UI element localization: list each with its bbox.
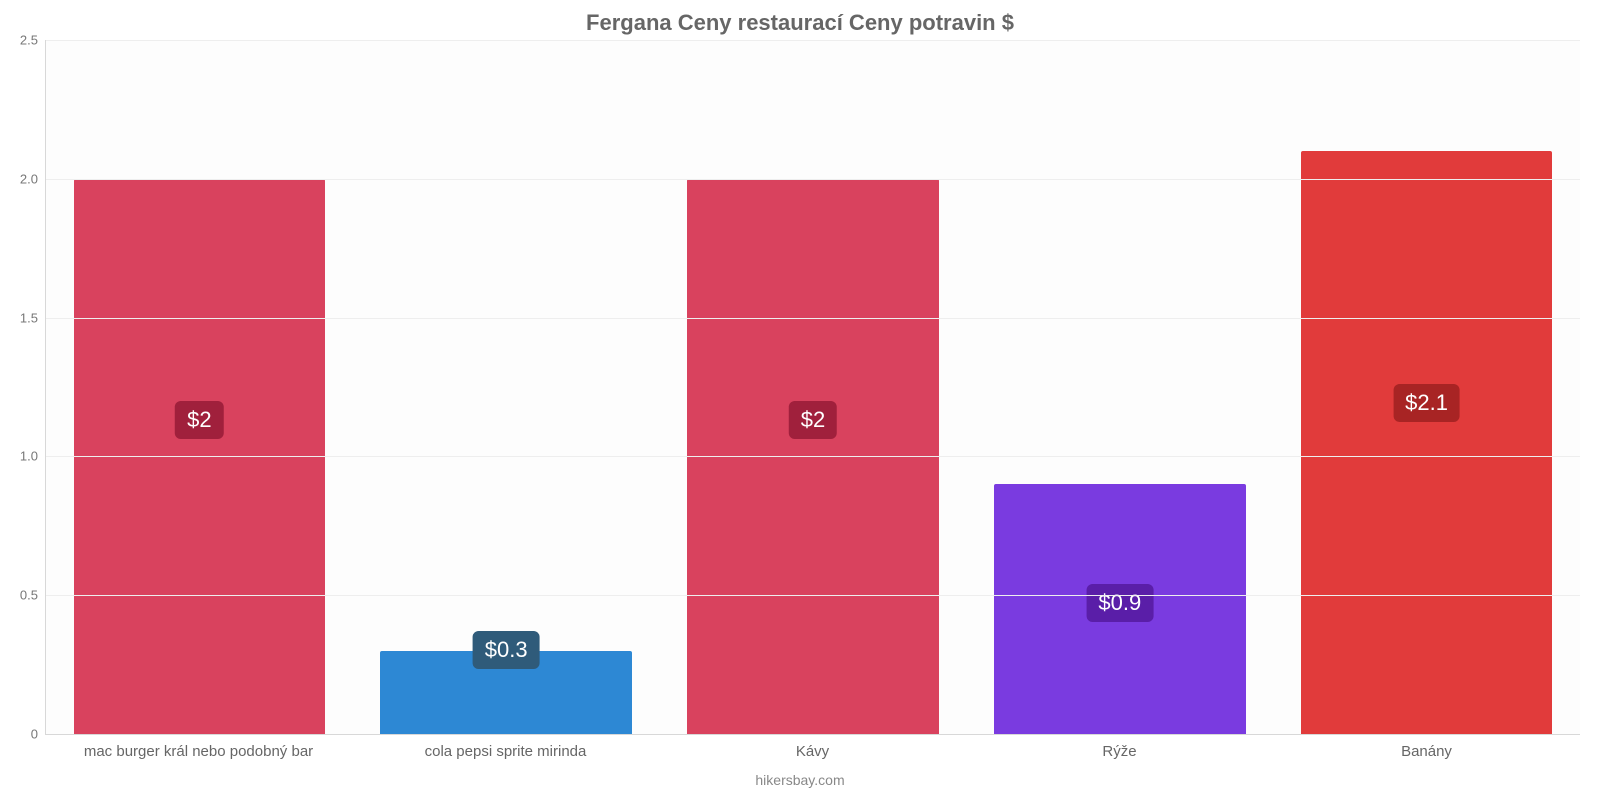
y-tick-label: 0.5: [20, 588, 46, 603]
value-badge: $2: [175, 401, 223, 439]
x-tick-label: mac burger král nebo podobný bar: [45, 743, 352, 760]
value-badge: $0.9: [1086, 584, 1153, 622]
gridline: [46, 40, 1580, 41]
bars-container: $2 $0.3 $2 $0.9 $2.1: [46, 40, 1580, 734]
y-tick-label: 2.0: [20, 171, 46, 186]
value-badge: $2.1: [1393, 384, 1460, 422]
x-tick-label: Kávy: [659, 743, 966, 760]
gridline: [46, 595, 1580, 596]
bar: $0.9: [994, 484, 1246, 734]
y-tick-label: 2.5: [20, 33, 46, 48]
bar-slot: $2: [660, 40, 967, 734]
chart-title: Fergana Ceny restaurací Ceny potravin $: [0, 0, 1600, 36]
bar-slot: $0.3: [353, 40, 660, 734]
gridline: [46, 456, 1580, 457]
y-tick-label: 0: [31, 727, 46, 742]
bar-slot: $2: [46, 40, 353, 734]
plot-area: $2$0.3$2$0.9$2.1 00.51.01.52.02.5: [45, 40, 1580, 735]
x-tick-label: Rýže: [966, 743, 1273, 760]
bar-slot: $2.1: [1273, 40, 1580, 734]
value-badge: $0.3: [473, 631, 540, 669]
bar: $2.1: [1301, 151, 1553, 734]
price-bar-chart: Fergana Ceny restaurací Ceny potravin $ …: [0, 0, 1600, 800]
x-tick-label: Banány: [1273, 743, 1580, 760]
bar: $0.3: [380, 651, 632, 734]
gridline: [46, 179, 1580, 180]
x-axis-labels: mac burger král nebo podobný barcola pep…: [45, 743, 1580, 760]
value-badge: $2: [789, 401, 837, 439]
y-tick-label: 1.0: [20, 449, 46, 464]
y-tick-label: 1.5: [20, 310, 46, 325]
gridline: [46, 318, 1580, 319]
bar-slot: $0.9: [966, 40, 1273, 734]
attribution-text: hikersbay.com: [0, 772, 1600, 788]
x-tick-label: cola pepsi sprite mirinda: [352, 743, 659, 760]
